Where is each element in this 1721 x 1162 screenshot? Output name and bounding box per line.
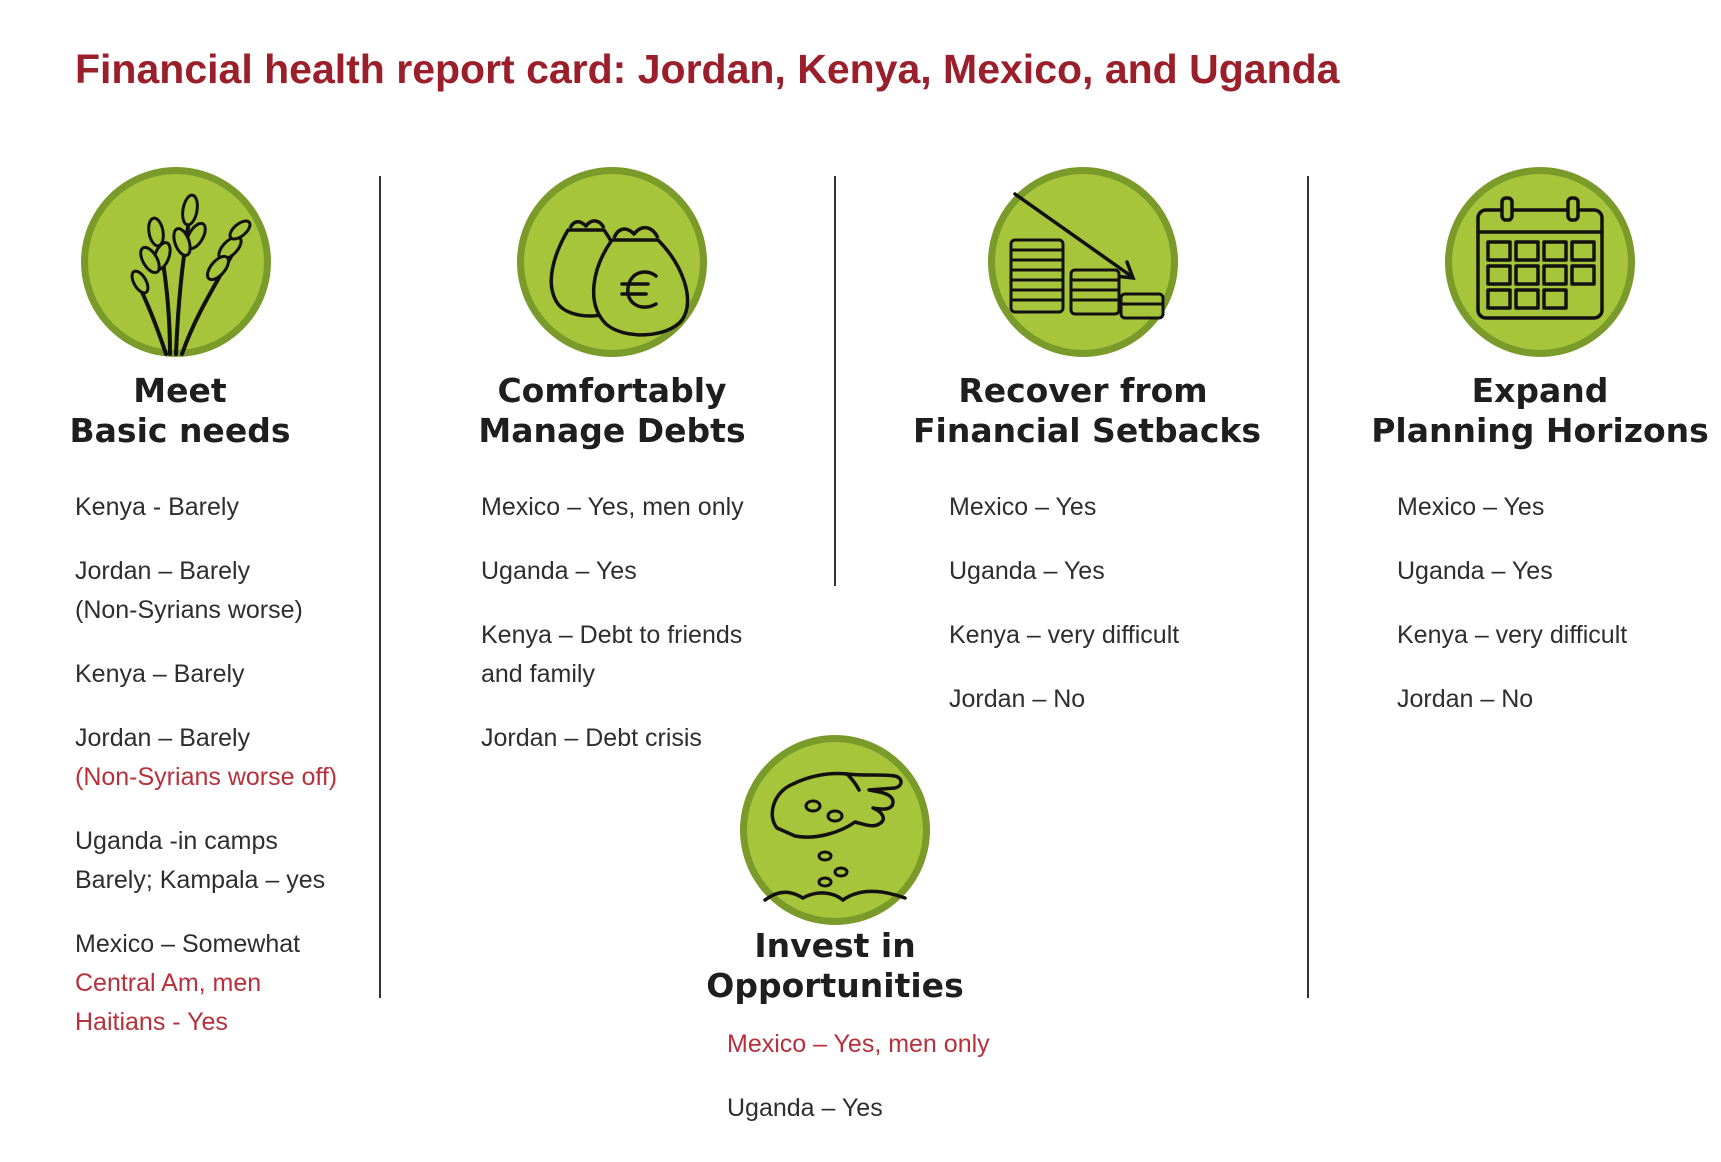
heading-recover-from-financial-setbacks: Recover from Financial Setbacks (913, 371, 1262, 450)
list-recover-from-financial-setbacks: Mexico – Yes Uganda – Yes Kenya – very d… (949, 488, 1179, 744)
list-item: Mexico – Yes (949, 493, 1097, 521)
list-item: Mexico – Yes (1397, 493, 1545, 521)
list-item: Uganda – Yes (727, 1094, 883, 1122)
list-item: Kenya - Barely (75, 493, 239, 521)
heading-invest-in-opportunities: Invest in Opportunities (706, 926, 964, 1005)
list-invest-in-opportunities: Mexico – Yes, men only Uganda – Yes (727, 1025, 990, 1153)
list-comfortably-manage-debts: Mexico – Yes, men only Uganda – Yes Keny… (481, 488, 744, 783)
list-item: Mexico – Yes, men only (481, 493, 744, 521)
list-item: Kenya – very difficult (1397, 621, 1628, 649)
calendar-icon (1445, 167, 1635, 357)
list-item: Jordan – Debt crisis (481, 724, 702, 752)
list-expand-planning-horizons: Mexico – Yes Uganda – Yes Kenya – very d… (1397, 488, 1627, 744)
page-title: Financial health report card: Jordan, Ke… (75, 46, 1340, 92)
list-item: Kenya – very difficult (949, 621, 1180, 649)
column-divider-1 (379, 176, 381, 998)
column-divider-3 (1307, 176, 1309, 998)
list-item: Uganda -in camps Barely; Kampala – yes (75, 827, 326, 894)
heading-meet-basic-needs: Meet Basic needs (69, 371, 291, 450)
list-meet-basic-needs: Kenya - Barely Jordan – Barely (Non-Syria… (75, 488, 337, 1067)
heading-expand-planning-horizons: Expand Planning Horizons (1371, 371, 1709, 450)
money-bags-icon (517, 167, 707, 357)
heading-comfortably-manage-debts: Comfortably Manage Debts (478, 371, 746, 450)
list-item: Mexico – Yes, men only (727, 1030, 990, 1058)
list-item: Kenya – Debt to friends and family (481, 621, 743, 688)
column-divider-2 (834, 176, 836, 586)
list-item: Uganda – Yes (949, 557, 1105, 585)
list-item: Uganda – Yes (1397, 557, 1553, 585)
list-item: Uganda – Yes (481, 557, 637, 585)
list-item: Jordan – No (1397, 685, 1534, 713)
list-item: Jordan – Barely (Non-Syrians worse off) (75, 724, 338, 791)
list-item: Jordan – Barely (Non-Syrians worse) (75, 557, 303, 624)
seeding-hand-icon (740, 735, 930, 925)
list-item: Mexico – Somewhat Central Am, men Haitians… (75, 930, 301, 1036)
coin-stacks-icon (988, 167, 1178, 357)
wheat-icon (81, 167, 271, 357)
list-item: Kenya – Barely (75, 660, 245, 688)
list-item: Jordan – No (949, 685, 1086, 713)
